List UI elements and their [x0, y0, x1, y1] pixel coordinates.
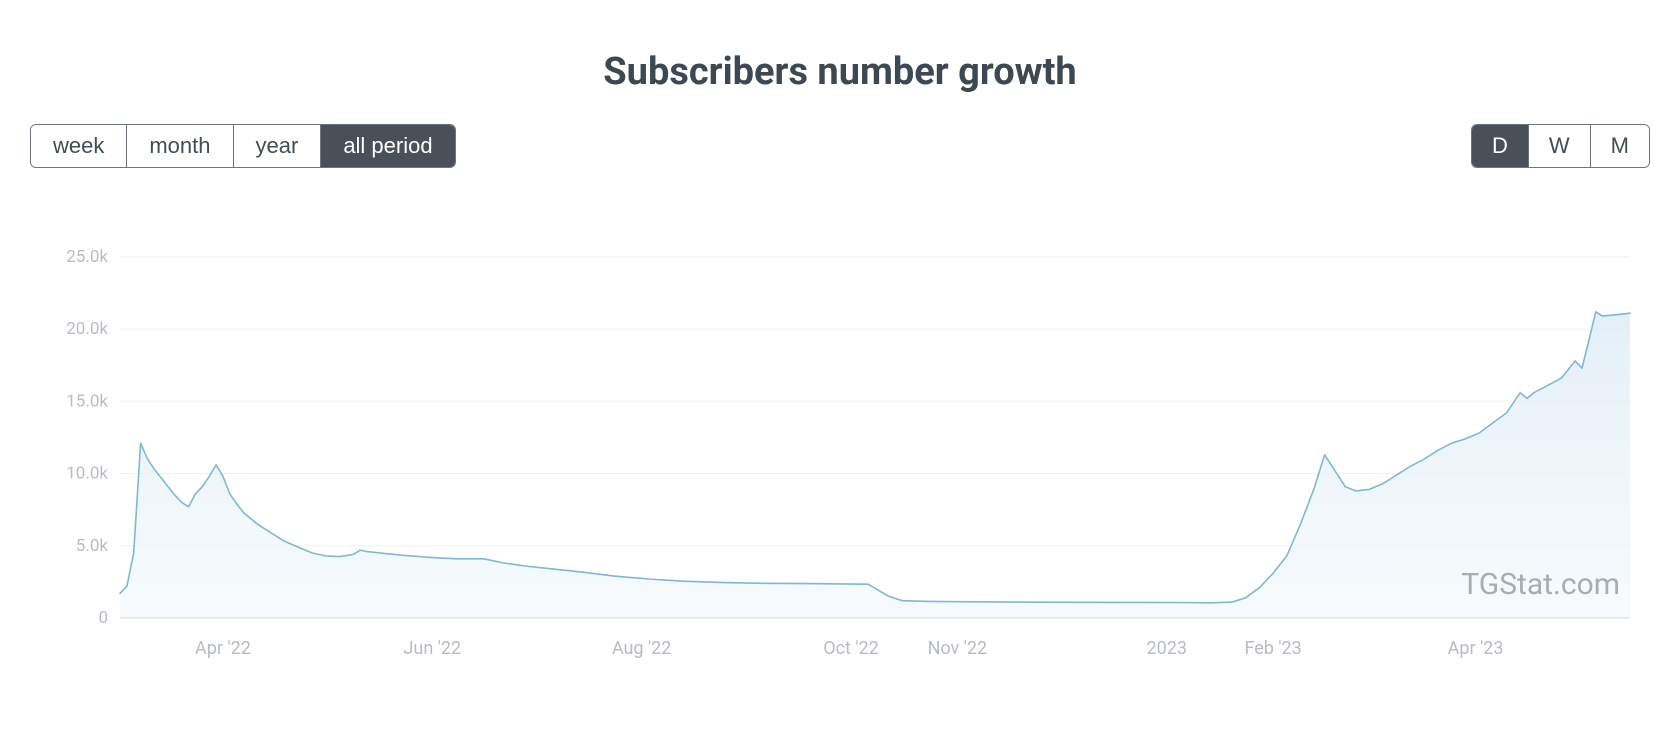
- y-tick-label: 25.0k: [66, 247, 108, 267]
- y-tick-label: 15.0k: [66, 391, 108, 411]
- period-button-group: weekmonthyearall period: [30, 124, 456, 168]
- x-tick-label: Apr '23: [1448, 638, 1504, 659]
- period-button-week[interactable]: week: [31, 125, 127, 167]
- y-tick-label: 10.0k: [66, 464, 108, 484]
- x-tick-label: Nov '22: [928, 638, 988, 659]
- chart-title: Subscribers number growth: [30, 0, 1650, 124]
- period-button-month[interactable]: month: [127, 125, 233, 167]
- chart-container: Subscribers number growth weekmonthyeara…: [0, 0, 1680, 756]
- x-tick-label: Oct '22: [823, 638, 879, 659]
- y-tick-label: 5.0k: [76, 536, 109, 556]
- x-tick-label: Apr '22: [195, 638, 251, 659]
- granularity-button-w[interactable]: W: [1529, 125, 1591, 167]
- watermark: TGStat.com: [1461, 567, 1620, 602]
- granularity-button-m[interactable]: M: [1591, 125, 1649, 167]
- period-button-all-period[interactable]: all period: [321, 125, 454, 167]
- area-fill: [120, 312, 1630, 618]
- x-tick-label: Jun '22: [403, 638, 461, 659]
- granularity-button-group: DWM: [1471, 124, 1650, 168]
- y-tick-label: 20.0k: [66, 319, 108, 339]
- x-tick-label: Aug '22: [612, 638, 672, 659]
- granularity-button-d[interactable]: D: [1472, 125, 1529, 167]
- chart-area: 0 5.0k 10.0k 15.0k 20.0k 25.0k Apr '22 Jun '22 A…: [30, 208, 1650, 678]
- period-button-year[interactable]: year: [234, 125, 322, 167]
- x-tick-label: Feb '23: [1244, 638, 1301, 659]
- controls-row: weekmonthyearall period DWM: [30, 124, 1650, 178]
- chart-svg: 0 5.0k 10.0k 15.0k 20.0k 25.0k Apr '22 Jun '22 A…: [30, 208, 1650, 678]
- x-tick-label: 2023: [1146, 638, 1186, 659]
- y-tick-label: 0: [98, 608, 108, 628]
